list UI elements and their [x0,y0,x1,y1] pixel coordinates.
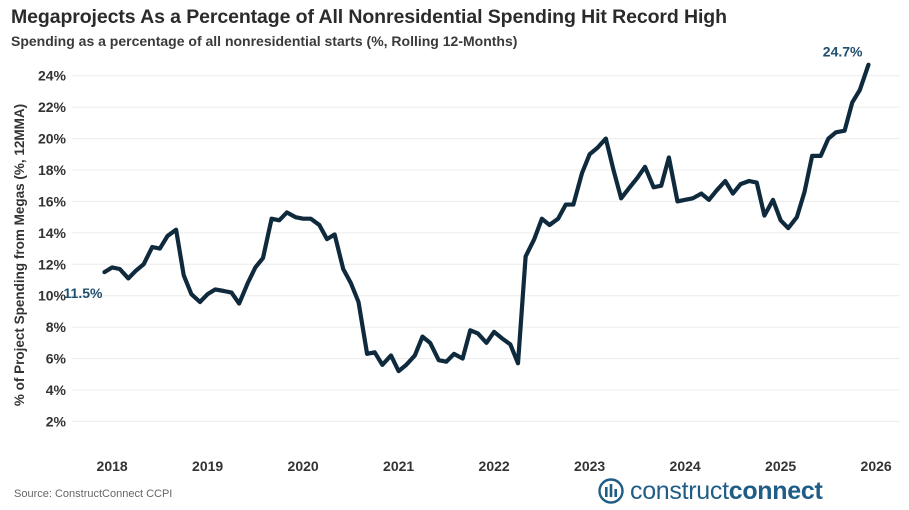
logo-text-connect: connect [728,476,823,505]
x-tick-label: 2021 [383,458,414,474]
series-line [102,62,871,374]
y-tick-label: 20% [38,131,67,147]
y-tick-label: 12% [38,256,67,272]
x-tick-label: 2023 [574,458,605,474]
y-tick-label: 10% [38,288,67,304]
x-tick-label: 2025 [765,458,796,474]
x-tick-label: 2024 [670,458,701,474]
value-annotation: 24.7% [823,44,863,60]
source-note: Source: ConstructConnect CCPI [14,488,173,500]
x-tick-label: 2022 [479,458,510,474]
gridlines [72,75,900,422]
chart-title: Megaprojects As a Percentage of All Nonr… [11,6,727,28]
y-tick-label: 6% [46,351,67,367]
x-tick-label: 2019 [192,458,223,474]
y-tick-label: 16% [38,193,67,209]
x-tick-label: 2020 [288,458,319,474]
y-tick-label: 2% [46,413,67,429]
annotations: 11.5% 24.7% [64,44,863,301]
y-tick-label: 22% [38,99,67,115]
value-annotation: 11.5% [64,285,103,301]
y-tick-label: 18% [38,162,67,178]
x-tick-label: 2018 [97,458,128,474]
x-tick-label: 2026 [861,458,892,474]
y-tick-label: 4% [46,382,67,398]
y-axis-ticks: 2% 4% 6% 8% 10% 12% 14% 16% 18% 20% 22% 24% [38,68,67,430]
chart-subtitle: Spending as a percentage of all nonresid… [11,33,518,49]
y-axis-label: % of Project Spending from Megas (%, 12M… [12,104,27,406]
y-tick-label: 8% [46,319,67,335]
line-chart: 2%4%6%8%10%12%14%16%18%20%22%24% 2018 201… [12,44,900,474]
x-axis-ticks: 2018 2019 2020 2021 2022 2023 2024 2025 2026 [97,458,892,474]
construct-connect-logo-icon [598,478,624,504]
logo-text-construct: construct [630,476,729,505]
construct-connect-logo: construct connect [598,475,823,507]
y-tick-label: 24% [38,68,67,84]
y-tick-label: 14% [38,225,67,241]
